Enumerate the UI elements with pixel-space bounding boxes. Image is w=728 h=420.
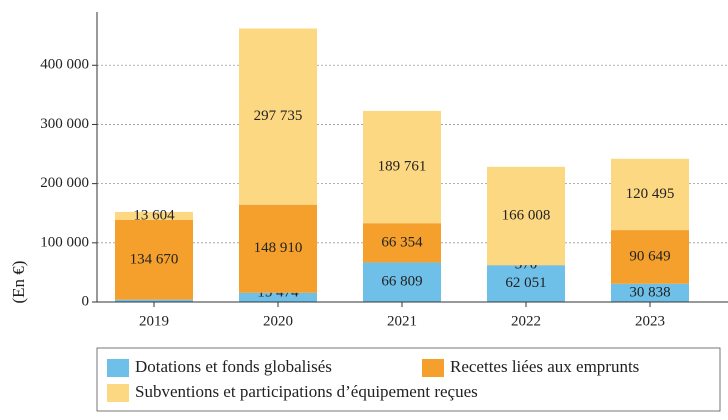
data-label: 62 051: [505, 275, 546, 291]
y-tick-label: 400 000: [40, 57, 89, 73]
bar-segment: [115, 211, 193, 220]
data-label: 66 354: [381, 234, 423, 250]
bar-segment: [363, 262, 441, 302]
y-tick-label: 0: [82, 293, 90, 309]
y-axis-label: (En €): [9, 261, 28, 304]
bar-segment: [363, 110, 441, 224]
data-label: 13 604: [133, 207, 175, 223]
bar-segment: [115, 219, 193, 300]
legend-box: [96, 347, 721, 412]
bar-segment: [611, 230, 689, 284]
data-label: 120 495: [626, 186, 675, 202]
y-tick-label: 300 000: [40, 116, 89, 132]
data-label: 30 838: [629, 284, 670, 300]
data-label: 297 735: [254, 108, 303, 124]
x-tick-label: 2023: [635, 313, 665, 329]
y-tick-label: 200 000: [40, 175, 89, 191]
data-label: 66 809: [381, 274, 422, 290]
bar-segment: [611, 158, 689, 231]
legend-label: Recettes liées aux emprunts: [450, 357, 639, 376]
data-label: 134 670: [130, 251, 179, 267]
bar-segment: [487, 265, 565, 302]
x-tick-label: 2019: [139, 313, 169, 329]
legend-swatch: [107, 384, 129, 402]
bar-segment: [363, 223, 441, 263]
legend-swatch: [107, 359, 129, 377]
bar-segment: [239, 28, 317, 205]
data-label: 189 761: [378, 158, 427, 174]
x-tick-label: 2020: [263, 313, 293, 329]
data-label: 166 008: [502, 207, 551, 223]
legend-swatch: [422, 359, 444, 377]
data-label: 148 910: [254, 240, 303, 256]
bar-segment: [239, 204, 317, 293]
bar-segment: [239, 292, 317, 302]
bar-segment: [487, 166, 565, 266]
bar-segment: [611, 283, 689, 302]
legend-label: Subventions et participations d’équipeme…: [135, 382, 478, 401]
y-tick-label: 100 000: [40, 234, 89, 250]
x-tick-label: 2021: [387, 313, 417, 329]
bar-segment: [115, 299, 193, 302]
data-label: 90 649: [629, 248, 670, 264]
legend-label: Dotations et fonds globalisés: [135, 357, 332, 376]
x-tick-label: 2022: [511, 313, 541, 329]
